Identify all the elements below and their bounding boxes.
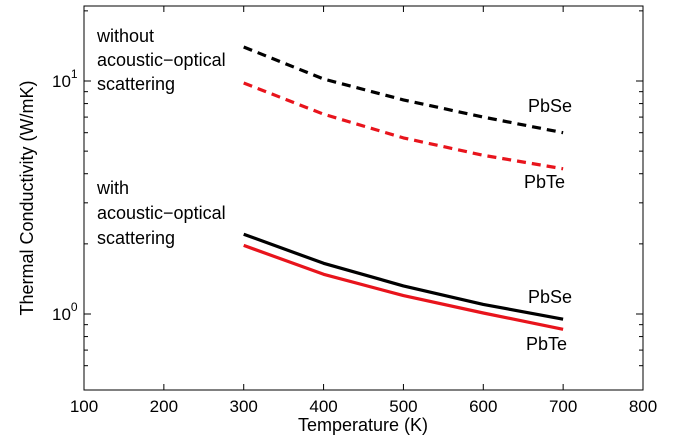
- x-tick-label: 200: [150, 397, 178, 416]
- y-tick-label: 101: [52, 67, 78, 91]
- y-axis-label: Thermal Conductivity (W/mK): [17, 80, 37, 315]
- series-label-pbse-solid: PbSe: [528, 287, 572, 307]
- series-lines: [243, 45, 564, 331]
- x-tick-label: 500: [389, 397, 417, 416]
- series-line-pbse-without: [243, 45, 564, 135]
- series-line-pbte-without: [243, 81, 564, 171]
- annotation-with-line2: acoustic−optical: [97, 203, 226, 223]
- annotation-without-line1: without: [96, 26, 154, 46]
- x-tick-label: 300: [230, 397, 258, 416]
- x-axis-label: Temperature (K): [298, 415, 428, 435]
- y-ticks: 100 101: [52, 10, 643, 367]
- annotation-with-line3: scattering: [97, 228, 175, 248]
- x-ticks: 100 200 300 400 500 600 700 800: [70, 6, 657, 416]
- x-tick-label: 800: [629, 397, 657, 416]
- x-tick-label: 700: [549, 397, 577, 416]
- x-tick-label: 400: [309, 397, 337, 416]
- series-line-pbse-with: [243, 232, 564, 321]
- y-tick-label: 100: [52, 300, 78, 324]
- annotation-without-line3: scattering: [97, 74, 175, 94]
- annotation-without-line2: acoustic−optical: [97, 50, 226, 70]
- x-tick-label: 100: [70, 397, 98, 416]
- series-label-pbse-dashed: PbSe: [528, 96, 572, 116]
- series-label-pbte-solid: PbTe: [526, 334, 567, 354]
- annotation-with-line1: with: [96, 178, 129, 198]
- x-tick-label: 600: [469, 397, 497, 416]
- series-label-pbte-dashed: PbTe: [524, 172, 565, 192]
- series-line-pbte-with: [243, 243, 564, 331]
